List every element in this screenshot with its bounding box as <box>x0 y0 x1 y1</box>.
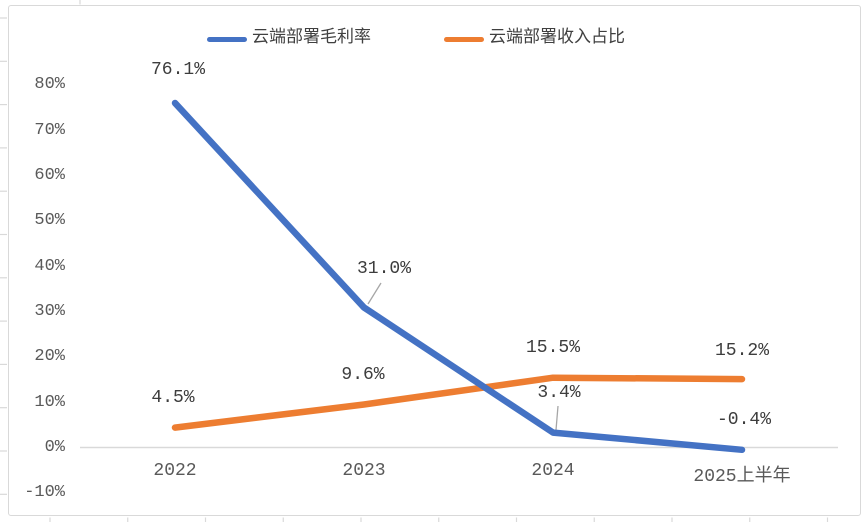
y-axis-label-40: 40% <box>34 256 65 276</box>
x-axis-label-2023: 2023 <box>342 461 386 481</box>
data-label-revenue-share-2022: 4.5% <box>151 387 195 408</box>
data-label-revenue-share-2024: 15.5% <box>525 337 580 358</box>
series-line-gross-margin[interactable] <box>171 99 746 454</box>
y-axis-label-60: 60% <box>34 166 65 186</box>
legend-line-marker-blue <box>207 36 247 42</box>
y-axis-label-neg10: -10% <box>24 483 65 503</box>
leader-line-31-percent <box>367 282 382 305</box>
leader-line-3-4-percent <box>555 405 559 431</box>
legend-label-gross-margin: 云端部署毛利率 <box>252 29 371 48</box>
y-axis-label-30: 30% <box>34 302 65 321</box>
x-axis-label-2025h1: 2025上半年 <box>693 467 791 487</box>
legend-line-marker-orange <box>444 36 484 42</box>
y-axis-label-70: 70% <box>34 120 65 140</box>
data-label-revenue-share-2025h1: 15.2% <box>714 341 769 362</box>
series-line-revenue-share[interactable] <box>171 374 746 431</box>
y-axis-label-20: 20% <box>34 347 65 367</box>
data-label-gross-margin-2022: 76.1% <box>150 60 205 81</box>
y-axis-label-50: 50% <box>34 211 65 231</box>
data-label-gross-margin-2025h1: -0.4% <box>716 409 771 430</box>
chart-border <box>8 5 861 516</box>
y-axis-label-0: 0% <box>44 438 65 457</box>
y-axis-label-10: 10% <box>34 392 65 412</box>
data-label-revenue-share-2023: 9.6% <box>341 365 385 386</box>
data-label-gross-margin-2023: 31.0% <box>356 259 411 280</box>
legend-item-gross-margin[interactable]: 云端部署毛利率 <box>207 28 371 50</box>
legend-label-revenue-share: 云端部署收入占比 <box>489 29 625 48</box>
data-label-gross-margin-2024: 3.4% <box>537 382 581 403</box>
legend-item-revenue-share[interactable]: 云端部署收入占比 <box>444 28 625 50</box>
x-axis-label-2022: 2022 <box>153 461 197 481</box>
x-axis-label-2024: 2024 <box>531 461 575 481</box>
y-axis-label-80: 80% <box>34 75 65 95</box>
